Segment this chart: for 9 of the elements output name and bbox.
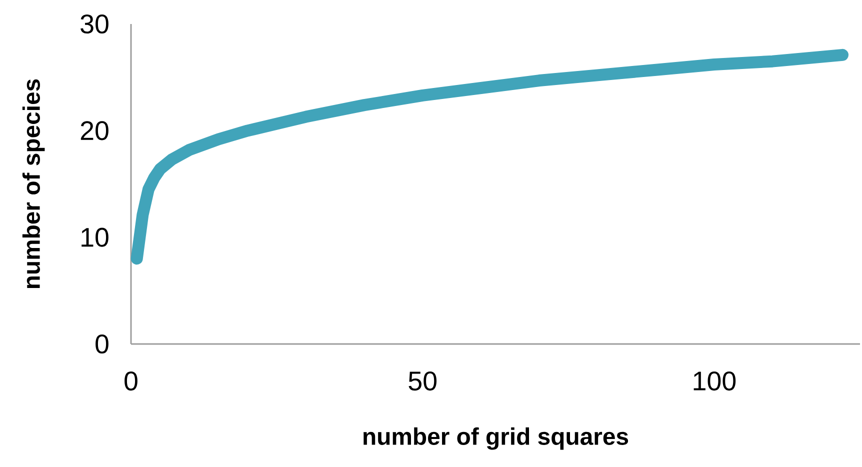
y-tick-label: 30 [80,14,108,34]
x-tick-label: 50 [408,372,437,391]
y-tick-label: 20 [80,121,108,140]
y-tick-label: 0 [96,334,108,354]
x-tick-label: 0 [124,372,138,391]
y-tick-label: 10 [82,228,108,247]
x-tick-label: 100 [694,372,736,391]
y-axis-title: number of species [22,79,45,288]
x-axis-title: number of grid squares [364,427,628,450]
